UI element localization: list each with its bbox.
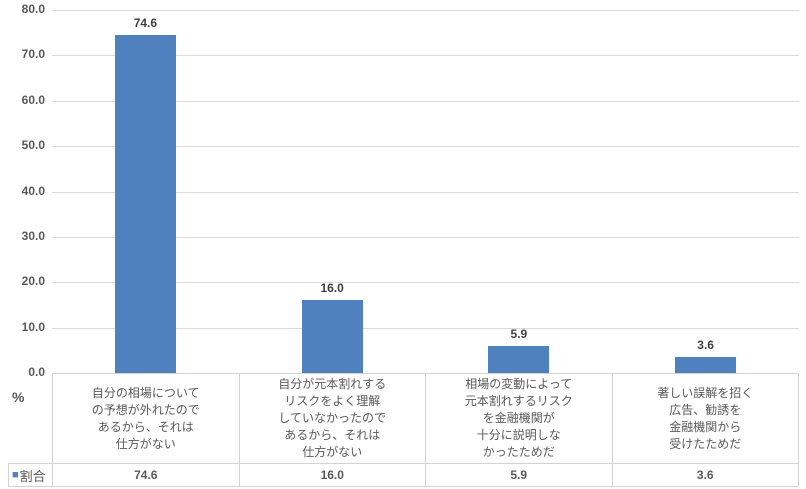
legend-cell: ■ 割合: [8, 463, 52, 487]
bar-group: 74.6: [52, 0, 239, 373]
bar-group: 16.0: [239, 0, 426, 373]
y-axis-unit-label: %: [12, 389, 25, 405]
bar-value-label: 3.6: [697, 338, 714, 352]
data-table-category-row: 自分の相場について の予想が外れたので あるから、それは 仕方がない 自分が元本…: [52, 373, 799, 463]
bar-group: 3.6: [612, 0, 799, 373]
bar: [301, 300, 363, 373]
gridline: [52, 236, 799, 238]
data-table-value-row: ■ 割合 74.6 16.0 5.9 3.6: [8, 463, 799, 487]
legend-series-swatch-icon: ■: [12, 468, 19, 481]
category-cell: 自分の相場について の予想が外れたので あるから、それは 仕方がない: [52, 373, 239, 463]
y-axis-tick-label: 60.0: [21, 92, 45, 107]
gridline: [52, 10, 799, 11]
value-cell: 74.6: [52, 463, 239, 487]
gridline: [52, 100, 799, 102]
gridline: [52, 191, 799, 193]
gridline: [52, 327, 799, 329]
bar-value-label: 5.9: [510, 327, 528, 341]
bar-value-label: 74.6: [133, 16, 158, 30]
gridline: [52, 146, 799, 148]
y-axis-tick-label: 50.0: [21, 138, 45, 153]
value-cell: 5.9: [425, 463, 612, 487]
bar: [488, 346, 550, 373]
bar-group: 5.9: [426, 0, 613, 373]
y-axis-tick-label: 10.0: [21, 319, 45, 334]
value-cell: 3.6: [611, 463, 799, 487]
bar-value-label: 16.0: [320, 281, 344, 295]
y-axis-tick-label: 20.0: [21, 274, 45, 289]
y-axis-tick-label: 0.0: [28, 365, 45, 379]
y-axis-tick-label: 30.0: [21, 228, 45, 243]
legend-label: 割合: [19, 468, 46, 484]
y-axis-tick-label: 40.0: [21, 183, 45, 198]
category-cell: 著しい誤解を招く 広告、勧誘を 金融機関から 受けたためだ: [611, 373, 799, 463]
plot-area: 74.6 16.0 5.9 3.6: [52, 0, 799, 373]
bar: [675, 357, 737, 373]
gridline: [52, 55, 799, 57]
gridline: [52, 282, 799, 284]
category-cell: 自分が元本割れする リスクをよく理解 していなかったので あるから、それは 仕方…: [238, 373, 425, 463]
y-axis-tick-label: 80.0: [21, 2, 45, 16]
value-cell: 16.0: [238, 463, 425, 487]
y-axis-tick-label: 70.0: [21, 47, 45, 62]
bar: [114, 35, 176, 373]
category-cell: 相場の変動によって 元本割れするリスク を金融機関が 十分に説明しな かったため…: [425, 373, 612, 463]
